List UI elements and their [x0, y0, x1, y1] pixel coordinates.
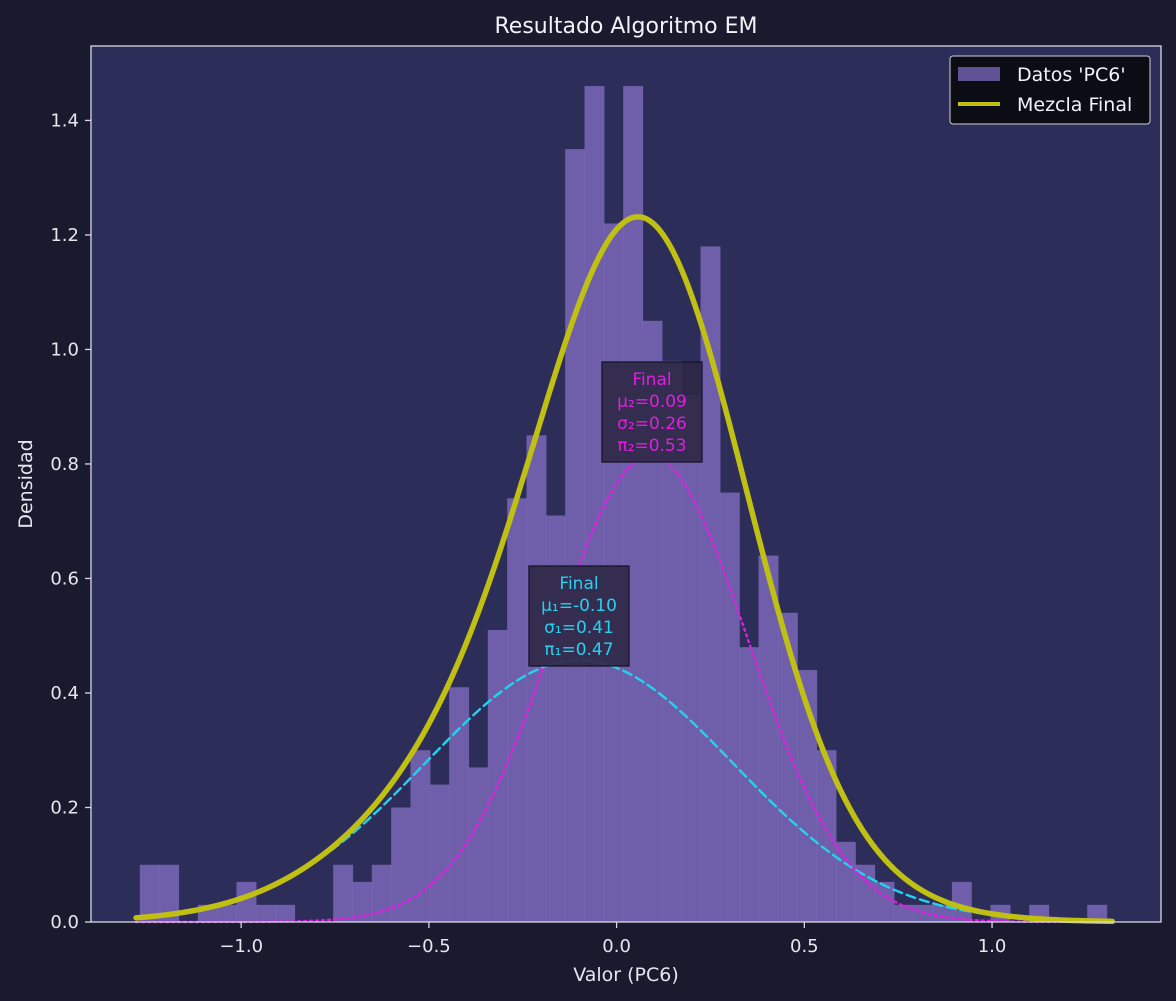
histogram-bar	[835, 841, 856, 922]
annotation-line: μ₁=-0.10	[541, 596, 617, 616]
histogram-bar	[874, 881, 895, 922]
x-tick-label: −0.5	[407, 936, 451, 957]
histogram-bar	[333, 864, 354, 922]
histogram-bar	[410, 750, 431, 922]
y-tick-label: 0.0	[50, 912, 79, 933]
histogram-bar	[951, 881, 972, 922]
x-tick-label: −1.0	[219, 936, 263, 957]
legend-hist-label: Datos 'PC6'	[1017, 64, 1126, 86]
y-tick-label: 1.2	[50, 225, 79, 246]
x-tick-label: 0.0	[602, 936, 631, 957]
chart-title: Resultado Algoritmo EM	[494, 14, 757, 39]
y-axis-label: Densidad	[15, 439, 37, 528]
y-axis-ticks: 0.0 0.2 0.4 0.6 0.8 1.0 1.2 1.4	[50, 110, 91, 933]
histogram-bar	[565, 149, 586, 922]
histogram-bar	[468, 767, 489, 922]
mixture-curve	[133, 214, 1115, 925]
annotation-line: Final	[632, 370, 671, 390]
histogram-bar	[391, 807, 412, 922]
y-tick-label: 1.4	[50, 110, 79, 131]
histogram-bar	[661, 360, 682, 922]
y-tick-label: 0.8	[50, 454, 79, 475]
y-tick-label: 0.6	[50, 568, 79, 589]
histogram-bar	[681, 395, 702, 923]
histogram-bar	[159, 864, 180, 922]
y-tick-label: 0.4	[50, 683, 79, 704]
legend-hist-swatch	[958, 67, 1000, 81]
component-2-curve	[134, 455, 1114, 924]
histogram-bar	[1087, 904, 1108, 922]
histogram-bar	[255, 904, 276, 922]
histogram-bar	[275, 904, 296, 922]
legend-mixture-label: Mezcla Final	[1017, 94, 1132, 116]
x-tick-label: 1.0	[978, 936, 1007, 957]
annotation-line: Final	[559, 574, 598, 594]
histogram-bar	[429, 784, 450, 922]
annotation-box	[601, 361, 703, 463]
histogram-bar	[623, 86, 644, 922]
annotation-box	[528, 565, 630, 667]
histogram-bar	[526, 435, 547, 922]
histogram-bar	[217, 904, 238, 922]
histogram-bar	[236, 881, 257, 922]
histogram-bar	[739, 647, 760, 922]
y-tick-label: 1.0	[50, 339, 79, 360]
histogram-bar	[777, 612, 798, 922]
histogram-bar	[139, 864, 160, 922]
histogram-bar	[758, 555, 779, 922]
y-tick-label: 0.2	[50, 797, 79, 818]
annotations: Finalμ₁=-0.10σ₁=0.41π₁=0.47Finalμ₂=0.09σ…	[528, 361, 703, 667]
histogram-bar	[642, 320, 663, 923]
histogram-bars	[139, 86, 1108, 923]
histogram-bar	[797, 670, 818, 922]
histogram-bar	[584, 86, 605, 922]
histogram-bar	[816, 750, 837, 922]
histogram-bar	[487, 630, 508, 922]
histogram-bar	[507, 498, 528, 922]
plot-frame	[90, 45, 1162, 923]
curves	[133, 214, 1115, 925]
histogram-bar	[352, 881, 373, 922]
legend: Datos 'PC6' Mezcla Final	[949, 55, 1151, 125]
histogram-bar	[719, 492, 740, 922]
annotation-line: σ₂=0.26	[617, 414, 687, 434]
histogram-bar	[893, 904, 914, 922]
x-tick-label: 0.5	[790, 936, 819, 957]
histogram-bar	[449, 687, 470, 922]
x-axis-ticks: −1.0 −0.5 0.0 0.5 1.0	[219, 922, 1006, 957]
x-axis-label: Valor (PC6)	[573, 964, 679, 986]
histogram-bar	[700, 246, 721, 922]
histogram-bar	[371, 864, 392, 922]
annotation-line: μ₂=0.09	[617, 392, 687, 412]
annotation-line: π₁=0.47	[544, 640, 613, 660]
annotation-line: σ₁=0.41	[544, 618, 614, 638]
annotation-line: π₂=0.53	[617, 436, 686, 456]
